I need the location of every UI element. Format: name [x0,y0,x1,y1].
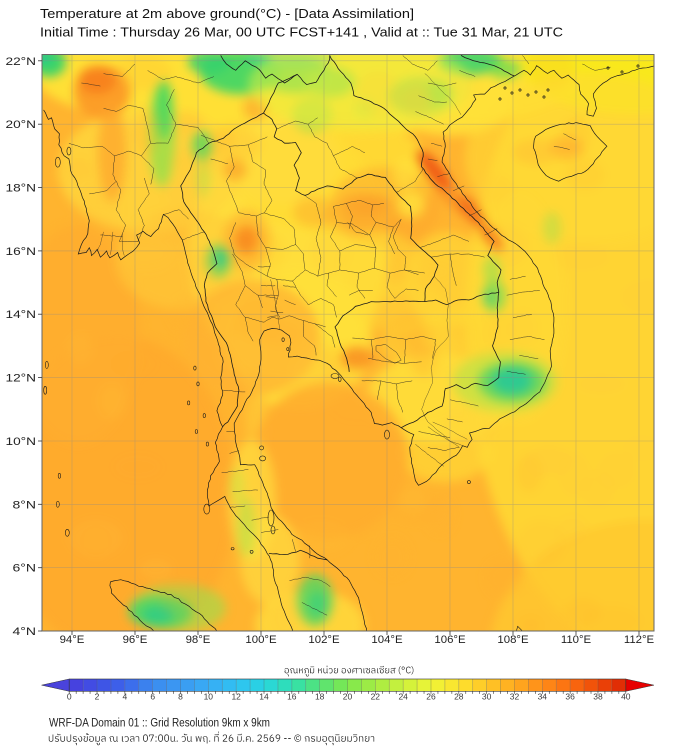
svg-text:Temperature at 2m above ground: Temperature at 2m above ground(°C) - [Da… [40,7,414,21]
svg-text:94°E: 94°E [60,634,85,646]
svg-text:4°N: 4°N [13,626,37,638]
svg-text:102°E: 102°E [308,634,340,646]
svg-text:18: 18 [315,692,325,702]
svg-text:16°N: 16°N [6,246,37,258]
svg-text:10: 10 [204,692,214,702]
svg-text:38: 38 [593,692,603,702]
svg-text:8°N: 8°N [13,499,37,511]
svg-text:100°E: 100°E [245,634,277,646]
svg-text:112°E: 112°E [624,634,655,646]
svg-text:Initial Time : Thursday 26 Mar: Initial Time : Thursday 26 Mar, 00 UTC F… [40,25,563,39]
svg-text:36: 36 [565,692,575,702]
svg-text:22°N: 22°N [6,56,37,68]
svg-text:30: 30 [482,692,492,702]
svg-text:22: 22 [371,692,381,702]
svg-text:12°N: 12°N [6,373,37,385]
svg-text:WRF-DA Domain 01 :: Grid Resol: WRF-DA Domain 01 :: Grid Resolution 9km … [49,716,270,730]
svg-text:96°E: 96°E [123,634,148,646]
svg-text:106°E: 106°E [434,634,466,646]
svg-text:8: 8 [178,692,183,702]
svg-text:18°N: 18°N [6,183,37,195]
svg-text:12: 12 [231,692,241,702]
svg-text:16: 16 [287,692,297,702]
svg-text:104°E: 104°E [371,634,403,646]
svg-text:108°E: 108°E [497,634,529,646]
svg-text:20: 20 [343,692,353,702]
svg-text:34: 34 [538,692,548,702]
svg-text:24: 24 [398,692,408,702]
svg-text:20°N: 20°N [6,119,37,131]
svg-text:6: 6 [150,692,155,702]
svg-text:40: 40 [621,692,631,702]
svg-text:4: 4 [123,692,128,702]
svg-text:10°N: 10°N [6,436,37,448]
svg-text:14: 14 [259,692,269,702]
svg-text:32: 32 [510,692,520,702]
svg-text:2: 2 [95,692,100,702]
svg-text:98°E: 98°E [186,634,211,646]
svg-text:28: 28 [454,692,464,702]
svg-text:14°N: 14°N [6,309,37,321]
svg-text:6°N: 6°N [13,563,37,575]
svg-text:110°E: 110°E [561,634,592,646]
svg-text:26: 26 [426,692,436,702]
svg-text:0: 0 [67,692,72,702]
